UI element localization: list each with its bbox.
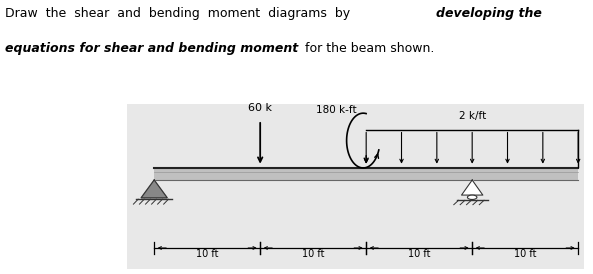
Text: 10 ft: 10 ft	[408, 249, 431, 259]
Text: developing the: developing the	[436, 7, 543, 20]
Text: 10 ft: 10 ft	[196, 249, 218, 259]
Text: 60 k: 60 k	[248, 103, 272, 113]
Text: 10 ft: 10 ft	[302, 249, 324, 259]
Text: for the beam shown.: for the beam shown.	[301, 42, 435, 55]
Polygon shape	[141, 180, 167, 198]
Polygon shape	[461, 180, 483, 195]
Text: 2 k/ft: 2 k/ft	[458, 112, 486, 121]
Circle shape	[467, 195, 477, 199]
Bar	[127, 104, 584, 269]
Text: equations for shear and bending moment: equations for shear and bending moment	[5, 42, 298, 55]
Bar	[154, 168, 578, 180]
Text: Draw  the  shear  and  bending  moment  diagrams  by: Draw the shear and bending moment diagra…	[5, 7, 358, 20]
Text: 180 k-ft: 180 k-ft	[315, 105, 356, 115]
Text: 10 ft: 10 ft	[514, 249, 537, 259]
